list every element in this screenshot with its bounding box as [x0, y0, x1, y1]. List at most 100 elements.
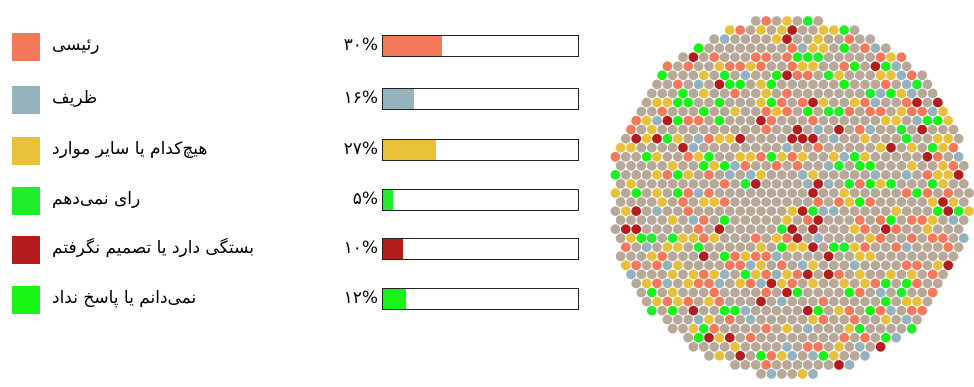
dot-547 — [677, 196, 689, 208]
dot-944 — [812, 305, 824, 317]
dot-683 — [667, 232, 679, 244]
dot-148 — [869, 78, 881, 90]
dot-415 — [729, 160, 741, 172]
dot-472 — [615, 178, 627, 190]
dot-477 — [667, 178, 679, 190]
dot-749 — [656, 250, 668, 262]
dot-93 — [828, 60, 840, 72]
dot-340 — [646, 142, 658, 154]
dot-228 — [812, 106, 824, 118]
dot-352 — [771, 142, 783, 154]
dot-67 — [802, 51, 814, 63]
dot-607 — [942, 205, 954, 217]
dot-1076 — [797, 368, 809, 380]
dot-611 — [625, 214, 637, 226]
dot-495 — [854, 178, 866, 190]
dot-587 — [734, 205, 746, 217]
dot-576 — [620, 205, 632, 217]
dot-599 — [859, 205, 871, 217]
dot-328 — [869, 133, 881, 145]
dot-297 — [885, 124, 897, 136]
dot-989 — [760, 323, 772, 335]
dot-66 — [791, 51, 803, 63]
dot-558 — [791, 196, 803, 208]
dot-1052 — [786, 350, 798, 362]
dot-723 — [734, 241, 746, 253]
dot-489 — [791, 178, 803, 190]
dot-546 — [667, 196, 679, 208]
dot-924 — [890, 295, 902, 307]
dot-1074 — [776, 368, 788, 380]
dot-4 — [791, 15, 803, 27]
dot-1002 — [895, 323, 907, 335]
dot-97 — [869, 60, 881, 72]
dot-227 — [802, 106, 814, 118]
dot-27 — [781, 33, 793, 45]
dot-597 — [838, 205, 850, 217]
dot-239 — [927, 106, 939, 118]
dot-985 — [719, 323, 731, 335]
dot-541 — [615, 196, 627, 208]
dot-925 — [901, 295, 913, 307]
dot-187 — [693, 97, 705, 109]
dot-53 — [869, 42, 881, 54]
dot-146 — [849, 78, 861, 90]
dot-276 — [667, 124, 679, 136]
dot-672 — [901, 223, 913, 235]
dot-171 — [823, 87, 835, 99]
dot-366 — [916, 142, 928, 154]
dot-526 — [817, 187, 829, 199]
dot-178 — [895, 87, 907, 99]
dot-720 — [703, 241, 715, 253]
dot-1027 — [708, 341, 720, 353]
dot-19 — [849, 24, 861, 36]
dot-602 — [890, 205, 902, 217]
dot-696 — [802, 232, 814, 244]
dot-1033 — [771, 341, 783, 353]
dot-606 — [932, 205, 944, 217]
dot-588 — [745, 205, 757, 217]
dot-5 — [802, 15, 814, 27]
dot-536 — [921, 187, 933, 199]
dot-801 — [859, 259, 871, 271]
dot-7 — [724, 24, 736, 36]
dot-955 — [661, 314, 673, 326]
bar-fill-dont-know — [383, 289, 407, 309]
dot-565 — [864, 196, 876, 208]
dot-724 — [745, 241, 757, 253]
dot-135 — [734, 78, 746, 90]
dot-387 — [786, 151, 798, 163]
dot-584 — [703, 205, 715, 217]
dot-943 — [802, 305, 814, 317]
dot-946 — [833, 305, 845, 317]
dot-359 — [843, 142, 855, 154]
dot-363 — [885, 142, 897, 154]
dot-752 — [687, 250, 699, 262]
dot-157 — [677, 87, 689, 99]
dot-856 — [786, 277, 798, 289]
dot-861 — [838, 277, 850, 289]
dot-734 — [849, 241, 861, 253]
dot-1055 — [817, 350, 829, 362]
dot-312 — [703, 133, 715, 145]
dot-409 — [667, 160, 679, 172]
dot-17 — [828, 24, 840, 36]
dot-975 — [869, 314, 881, 326]
dot-481 — [708, 178, 720, 190]
dot-1001 — [885, 323, 897, 335]
dot-282 — [729, 124, 741, 136]
dot-730 — [807, 241, 819, 253]
dot-229 — [823, 106, 835, 118]
dot-131 — [693, 78, 705, 90]
dot-893 — [864, 286, 876, 298]
dot-320 — [786, 133, 798, 145]
dot-699 — [833, 232, 845, 244]
dot-708 — [927, 232, 939, 244]
dot-121 — [864, 69, 876, 81]
dot-741 — [921, 241, 933, 253]
dot-375 — [661, 151, 673, 163]
dot-218 — [708, 106, 720, 118]
dot-438 — [609, 169, 621, 181]
dot-490 — [802, 178, 814, 190]
dot-1063 — [760, 359, 772, 371]
